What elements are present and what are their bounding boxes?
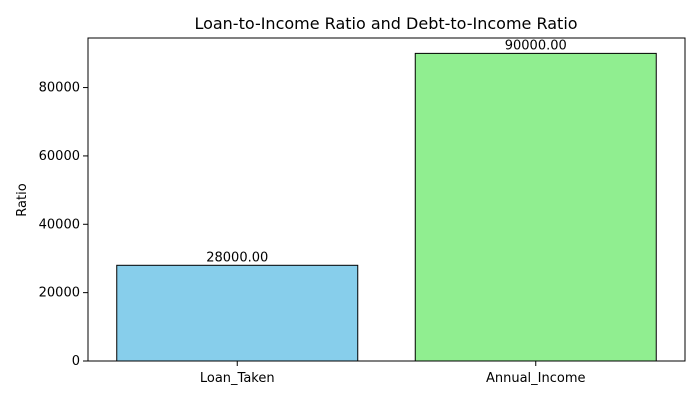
- y-tick-label: 0: [72, 354, 80, 369]
- y-axis-label: Ratio: [15, 183, 30, 216]
- data-label: 90000.00: [505, 38, 567, 53]
- y-tick-label: 60000: [39, 149, 80, 164]
- data-labels: 28000.00 90000.00: [206, 38, 567, 265]
- x-tick-label: Annual_Income: [486, 371, 586, 386]
- y-tick-label: 80000: [39, 81, 80, 96]
- y-tick-label: 20000: [39, 286, 80, 301]
- y-axis-ticks: 0 20000 40000 60000 80000: [39, 81, 88, 369]
- bars: [116, 52, 657, 362]
- bar-loan-taken: [116, 264, 359, 362]
- x-axis-ticks: Loan_Taken Annual_Income: [200, 361, 586, 386]
- bar-annual-income: [414, 52, 657, 362]
- plot-frame: [87, 37, 686, 362]
- x-tick-label: Loan_Taken: [200, 371, 275, 386]
- data-label: 28000.00: [206, 250, 268, 265]
- chart-title: Loan-to-Income Ratio and Debt-to-Income …: [194, 14, 577, 33]
- y-tick-label: 40000: [39, 217, 80, 232]
